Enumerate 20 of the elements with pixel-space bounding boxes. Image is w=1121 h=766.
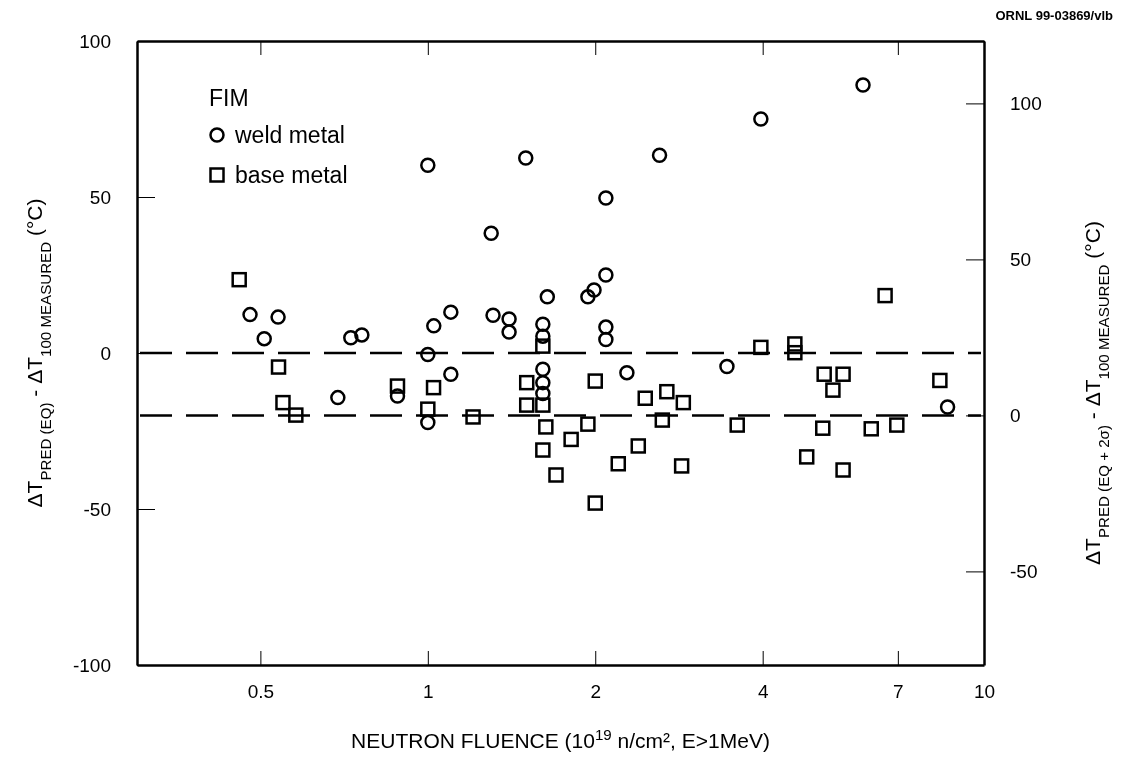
legend-label: base metal — [235, 162, 348, 188]
text: ORNL 99-03869/vlb — [995, 8, 1114, 23]
y2-tick-label: 0 — [1010, 404, 1021, 426]
y2-tick-label: 50 — [1010, 248, 1032, 270]
y2-tick-label: 100 — [1010, 92, 1042, 114]
y2-tick-label: -50 — [1010, 560, 1038, 582]
x-tick-label: 4 — [757, 681, 769, 703]
x-tick-label: 1 — [423, 681, 434, 703]
x-tick-label: 0.5 — [247, 681, 275, 703]
y-tick-label: -100 — [72, 654, 111, 676]
y-tick-label: 100 — [79, 30, 111, 52]
y-tick-label: -50 — [83, 498, 111, 520]
x-axis-title: NEUTRON FLUENCE (10$^{19}$ n/cm², E>1MeV) — [351, 725, 770, 752]
y-tick-label: 50 — [89, 186, 111, 208]
x-tick-label: 2 — [590, 681, 602, 703]
x-tick-label: 7 — [893, 681, 904, 703]
y-tick-label: 0 — [100, 342, 111, 364]
x-tick-label: 10 — [973, 681, 996, 703]
legend-label: weld metal — [234, 122, 345, 148]
legend-title: FIM — [209, 85, 249, 111]
